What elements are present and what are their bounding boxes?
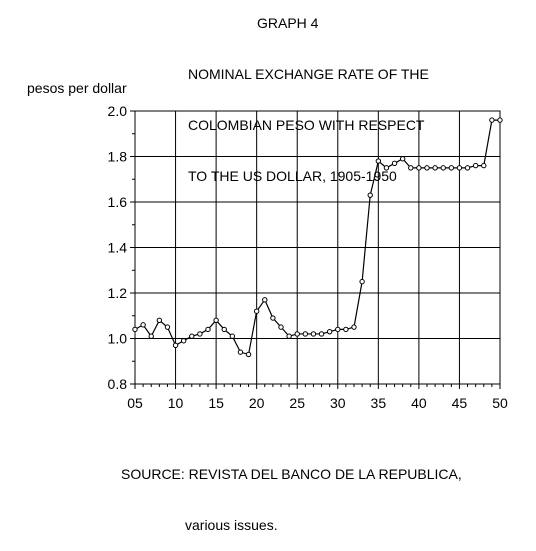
data-point: [383, 165, 390, 171]
grid-lines: [134, 110, 501, 385]
data-point: [497, 117, 503, 123]
y-tick-label: 1.6: [108, 194, 128, 210]
data-point: [310, 331, 317, 337]
data-point: [416, 165, 422, 171]
chart-title: NOMINAL EXCHANGE RATE OF THE COLOMBIAN P…: [188, 32, 429, 202]
data-point: [262, 297, 268, 303]
data-point: [335, 326, 341, 333]
data-point: [351, 324, 357, 330]
data-point: [408, 165, 414, 171]
data-point: [472, 162, 479, 169]
y-tick-label: 2.0: [108, 103, 128, 119]
data-point: [464, 165, 471, 171]
data-point: [399, 156, 406, 162]
data-point: [343, 326, 349, 333]
data-point: [189, 333, 195, 339]
data-point: [391, 160, 398, 167]
title-line-3: TO THE US DOLLAR, 1905-1950: [188, 168, 397, 184]
data-point: [237, 349, 244, 355]
data-point: [359, 278, 365, 285]
y-tick-label: 1.4: [108, 240, 128, 256]
data-point: [213, 317, 219, 323]
line-chart: 05 10 15 20 25 30 35 40 45 50 0.8 1.0 1.2 1.4 1.6 1.8 2.…: [108, 103, 508, 411]
data-point: [424, 165, 430, 171]
data-point: [164, 324, 171, 330]
title-line-2: COLOMBIAN PESO WITH RESPECT: [188, 117, 425, 133]
axis-ticks: [130, 110, 501, 389]
data-point: [375, 158, 382, 164]
data-point: [132, 326, 138, 333]
data-point: [172, 342, 179, 349]
data-point: [156, 317, 163, 323]
x-tick-label: 45: [452, 395, 468, 411]
data-point: [294, 331, 300, 337]
y-tick-label: 0.8: [108, 376, 128, 392]
data-point: [440, 165, 446, 171]
x-tick-label: 35: [371, 395, 387, 411]
x-tick-label: 10: [168, 395, 184, 411]
y-tick-label: 1.0: [108, 331, 128, 347]
x-tick-label: 50: [492, 395, 508, 411]
y-axis-label: pesos per dollar: [27, 80, 127, 96]
data-point: [278, 324, 284, 330]
x-tick-label: 30: [330, 395, 346, 411]
y-tick-label: 1.2: [108, 285, 128, 301]
series-line: [134, 119, 500, 356]
data-point: [221, 326, 227, 333]
x-tick-label: 05: [127, 395, 143, 411]
data-point: [432, 165, 438, 171]
data-point: [197, 331, 203, 337]
source-line-1: SOURCE: REVISTA DEL BANCO DE LA REPUBLIC…: [121, 466, 462, 482]
data-point: [489, 117, 495, 123]
data-point: [367, 192, 373, 198]
data-point: [286, 333, 292, 339]
data-point: [326, 328, 333, 335]
source-line-2: various issues.: [185, 517, 278, 533]
x-tick-label: 25: [289, 395, 305, 411]
x-tick-label: 15: [208, 395, 224, 411]
data-point: [140, 322, 146, 328]
data-point: [148, 333, 154, 339]
data-point: [180, 338, 187, 344]
data-point: [302, 331, 309, 337]
x-tick-label: 40: [411, 395, 427, 411]
data-point: [270, 315, 276, 321]
data-point: [481, 162, 487, 169]
y-tick-label: 1.8: [108, 149, 128, 165]
source-note: SOURCE: REVISTA DEL BANCO DE LA REPUBLIC…: [121, 432, 462, 551]
data-point: [456, 165, 463, 171]
graph-number: GRAPH 4: [257, 15, 319, 31]
data-point: [245, 351, 252, 358]
data-point: [205, 326, 211, 333]
x-tick-label: 20: [249, 395, 265, 411]
tick-labels: 05 10 15 20 25 30 35 40 45 50 0.8 1.0 1.2 1.4 1.6 1.8 2.…: [108, 103, 508, 411]
data-points: [132, 117, 503, 358]
data-point: [448, 165, 455, 171]
data-point: [253, 308, 260, 314]
data-point: [229, 333, 236, 339]
data-point: [318, 331, 325, 337]
title-line-1: NOMINAL EXCHANGE RATE OF THE: [188, 66, 429, 82]
